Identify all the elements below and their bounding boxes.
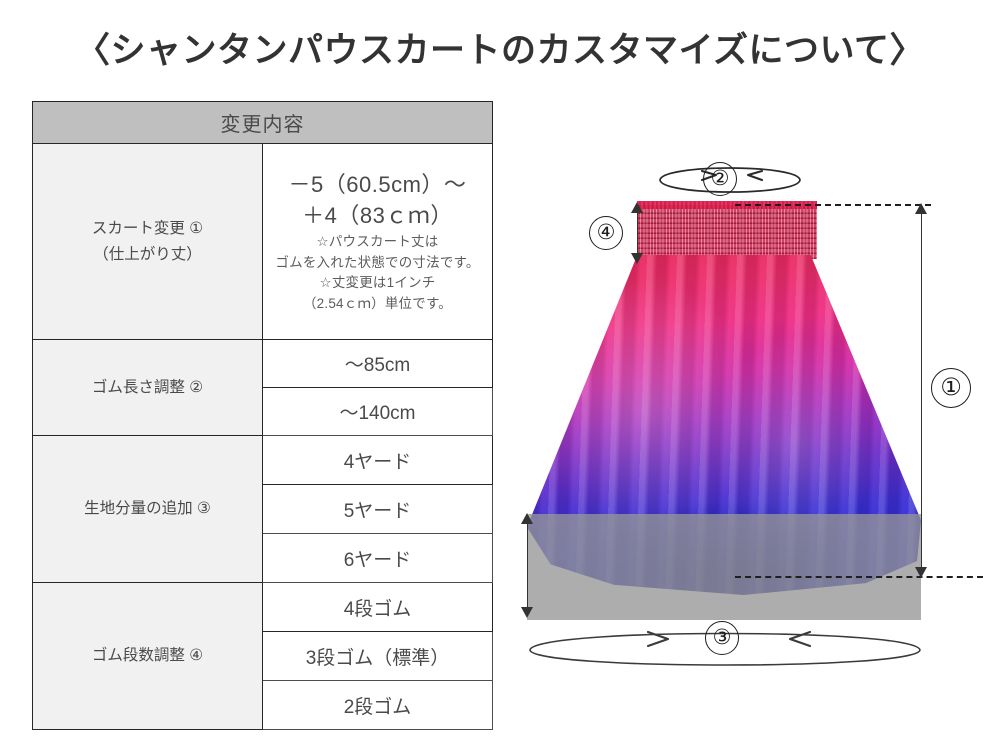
hem-band-arrow-up-icon	[521, 513, 533, 524]
table-row: 2段ゴム	[33, 680, 493, 730]
table-row: 3段ゴム（標準）	[33, 631, 493, 681]
length-range-line-2: ＋4（83ｃｍ）	[302, 203, 453, 229]
option-tier-2[interactable]: 2段ゴム	[262, 680, 493, 730]
option-tier-4[interactable]: 4段ゴム	[262, 582, 493, 632]
length-arrow-down-icon	[915, 567, 927, 578]
option-yard-6[interactable]: 6ヤード	[262, 533, 493, 583]
length-range-line-1: －5（60.5cm）～	[288, 171, 467, 197]
note-line-2: ゴムを入れた状態での寸法です。	[275, 254, 480, 270]
note-line-1: ☆パウスカート丈は	[316, 234, 439, 250]
hem-overlay-band	[527, 514, 921, 620]
table-row: スカート変更 ① （仕上がり丈） －5（60.5cm）～ ＋4（83ｃｍ） ☆パ…	[32, 143, 493, 340]
option-elastic-140[interactable]: ～140cm	[262, 387, 493, 436]
hem-circumference-arrow	[520, 618, 930, 674]
total-length-measure-line	[921, 212, 922, 570]
smocking-arrow-up-icon	[631, 202, 643, 213]
label-line-1: ゴム長さ調整 ②	[91, 378, 204, 396]
page-title: 〈シャンタンパウスカートのカスタマイズについて〉	[75, 31, 925, 70]
smocking-measure-line	[637, 211, 638, 255]
hem-band-measure-line	[527, 522, 528, 610]
table-row: ～140cm	[33, 387, 493, 436]
row-label-skirt-length: スカート変更 ① （仕上がり丈）	[32, 143, 263, 340]
row-label-fabric-yardage: 生地分量の追加 ③	[32, 435, 263, 583]
table-row: 生地分量の追加 ③ 4ヤード	[32, 435, 493, 583]
table-header-row: 変更内容	[32, 101, 493, 144]
length-arrow-up-icon	[915, 203, 927, 214]
skirt-waistband-smocking	[637, 201, 817, 259]
option-yard-4[interactable]: 4ヤード	[262, 435, 493, 485]
note-line-4: （2.54ｃｍ）単位です。	[302, 295, 453, 311]
option-elastic-85[interactable]: ～85cm	[262, 339, 493, 388]
note-line-3: ☆丈変更は1インチ	[319, 275, 436, 291]
customization-table: 変更内容 スカート変更 ① （仕上がり丈） －5（60.5cm）～ ＋4（83ｃ…	[32, 101, 493, 730]
table-header-cell: 変更内容	[32, 101, 493, 144]
marker-3-hem-width: ③	[705, 621, 739, 655]
row-label-elastic-length: ゴム長さ調整 ②	[32, 339, 263, 436]
label-line-1: 生地分量の追加 ③	[84, 500, 211, 518]
marker-2-waist: ②	[703, 162, 737, 196]
length-guide-bottom-dashed	[735, 576, 983, 578]
option-yard-5[interactable]: 5ヤード	[262, 484, 493, 534]
row-value-skirt-length[interactable]: －5（60.5cm）～ ＋4（83ｃｍ） ☆パウスカート丈は ゴムを入れた状態で…	[262, 143, 493, 340]
length-guide-top-dashed	[735, 204, 931, 206]
table-row: ゴム段数調整 ④ 4段ゴム	[32, 582, 493, 730]
marker-4-smocking: ④	[589, 216, 623, 250]
row-label-elastic-tiers: ゴム段数調整 ④	[32, 582, 263, 730]
label-line-1: ゴム段数調整 ④	[91, 647, 204, 665]
label-line-2: （仕上がり丈）	[93, 245, 202, 263]
smocking-arrow-down-icon	[631, 253, 643, 264]
label-line-1: スカート変更 ①	[91, 219, 204, 237]
marker-1-total-length: ①	[931, 368, 971, 408]
table-row: 5ヤード	[33, 484, 493, 534]
hem-band-arrow-down-icon	[521, 607, 533, 618]
table-row: ゴム長さ調整 ② ～85cm	[32, 339, 493, 436]
option-tier-3-standard[interactable]: 3段ゴム（標準）	[262, 631, 493, 681]
